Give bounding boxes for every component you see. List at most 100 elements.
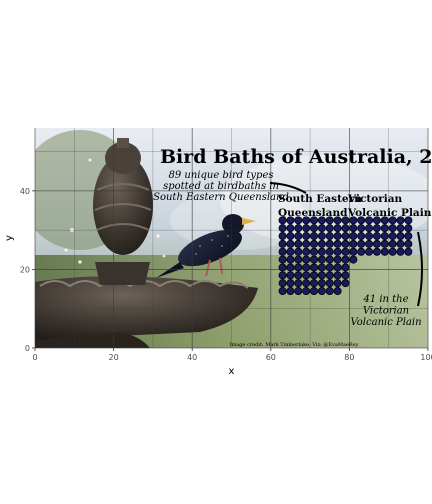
data-point-vic bbox=[349, 255, 358, 264]
data-point-seq bbox=[294, 279, 303, 288]
data-point-seq bbox=[302, 216, 311, 225]
data-point-vic bbox=[396, 239, 405, 248]
data-point-seq bbox=[341, 255, 350, 264]
data-point-vic bbox=[388, 239, 397, 248]
data-point-seq bbox=[317, 224, 326, 233]
data-point-seq bbox=[317, 239, 326, 248]
seq-group-label: Queensland bbox=[278, 207, 348, 219]
data-point-vic bbox=[357, 247, 366, 256]
seq-group-label: South Eastern bbox=[278, 193, 362, 205]
seq-annotation: 89 unique bird types bbox=[169, 170, 274, 181]
data-point-vic bbox=[380, 239, 389, 248]
y-tick-label: 0 bbox=[25, 344, 30, 353]
data-point-vic bbox=[357, 224, 366, 233]
data-point-vic bbox=[404, 239, 413, 248]
data-point-seq bbox=[286, 279, 295, 288]
data-point-seq bbox=[341, 224, 350, 233]
data-point-seq bbox=[317, 232, 326, 241]
seq-annotation: spotted at birdbaths in bbox=[163, 181, 279, 192]
data-point-vic bbox=[388, 216, 397, 225]
vic-group-label: Victorian bbox=[347, 193, 403, 205]
data-point-vic bbox=[349, 239, 358, 248]
data-point-seq bbox=[302, 287, 311, 296]
data-point-seq bbox=[333, 255, 342, 264]
data-point-seq bbox=[341, 279, 350, 288]
annotation-layer: Bird Baths of Australia, 2019 South Easte… bbox=[153, 146, 432, 348]
data-point-seq bbox=[294, 232, 303, 241]
data-point-seq bbox=[333, 224, 342, 233]
data-point-seq bbox=[286, 263, 295, 272]
data-point-vic bbox=[388, 224, 397, 233]
y-tick-label: 40 bbox=[20, 187, 30, 196]
data-point-vic bbox=[396, 247, 405, 256]
chart-title: Bird Baths of Australia, 2019 bbox=[160, 146, 432, 168]
data-point-vic bbox=[357, 232, 366, 241]
data-point-vic bbox=[388, 247, 397, 256]
data-point-vic bbox=[404, 247, 413, 256]
data-point-seq bbox=[310, 271, 319, 280]
data-point-seq bbox=[294, 287, 303, 296]
data-point-seq bbox=[286, 216, 295, 225]
y-tick-label: 20 bbox=[20, 265, 30, 274]
data-point-vic bbox=[404, 216, 413, 225]
data-point-seq bbox=[317, 279, 326, 288]
data-point-seq bbox=[278, 239, 287, 248]
data-point-seq bbox=[317, 255, 326, 264]
data-point-seq bbox=[302, 247, 311, 256]
data-point-seq bbox=[325, 216, 334, 225]
data-point-seq bbox=[286, 232, 295, 241]
data-point-seq bbox=[341, 263, 350, 272]
data-point-seq bbox=[294, 255, 303, 264]
data-point-seq bbox=[333, 232, 342, 241]
data-point-seq bbox=[302, 255, 311, 264]
data-point-vic bbox=[372, 224, 381, 233]
data-point-vic bbox=[372, 216, 381, 225]
data-point-seq bbox=[333, 263, 342, 272]
x-axis-title: x bbox=[229, 366, 235, 377]
data-point-seq bbox=[310, 247, 319, 256]
data-point-seq bbox=[317, 263, 326, 272]
data-point-seq bbox=[278, 279, 287, 288]
data-point-vic bbox=[380, 224, 389, 233]
dot-layer bbox=[278, 216, 413, 296]
data-point-vic bbox=[372, 232, 381, 241]
data-point-seq bbox=[317, 271, 326, 280]
data-point-seq bbox=[325, 224, 334, 233]
data-point-seq bbox=[278, 255, 287, 264]
data-point-seq bbox=[317, 216, 326, 225]
data-point-seq bbox=[325, 271, 334, 280]
data-point-seq bbox=[310, 255, 319, 264]
data-point-seq bbox=[294, 247, 303, 256]
data-point-vic bbox=[349, 232, 358, 241]
seq-annotation: South Eastern Queensland bbox=[153, 192, 289, 203]
data-point-seq bbox=[286, 271, 295, 280]
data-point-seq bbox=[278, 271, 287, 280]
data-point-seq bbox=[302, 232, 311, 241]
data-point-seq bbox=[294, 216, 303, 225]
data-point-seq bbox=[286, 239, 295, 248]
data-point-seq bbox=[341, 247, 350, 256]
image-credit: Image credit: Mark Timberlake; Viz: @Eva… bbox=[230, 341, 359, 348]
vic-annotation-arrow bbox=[417, 231, 423, 307]
data-point-vic bbox=[404, 224, 413, 233]
vic-annotation: Volcanic Plain bbox=[350, 317, 421, 328]
x-tick-label: 80 bbox=[344, 353, 354, 362]
data-point-seq bbox=[310, 263, 319, 272]
data-point-seq bbox=[286, 224, 295, 233]
x-tick-label: 100 bbox=[420, 353, 432, 362]
data-point-seq bbox=[278, 232, 287, 241]
data-point-seq bbox=[302, 279, 311, 288]
data-point-seq bbox=[333, 279, 342, 288]
data-point-vic bbox=[349, 224, 358, 233]
axes: 0 20 40 60 80 100 0 20 40 x y bbox=[4, 187, 432, 377]
data-point-seq bbox=[294, 271, 303, 280]
data-point-seq bbox=[310, 287, 319, 296]
data-point-seq bbox=[302, 271, 311, 280]
data-point-seq bbox=[333, 287, 342, 296]
data-point-vic bbox=[349, 216, 358, 225]
data-point-vic bbox=[404, 232, 413, 241]
vic-group-label: Volcanic Plain bbox=[347, 207, 432, 219]
data-point-seq bbox=[294, 263, 303, 272]
data-point-seq bbox=[317, 247, 326, 256]
